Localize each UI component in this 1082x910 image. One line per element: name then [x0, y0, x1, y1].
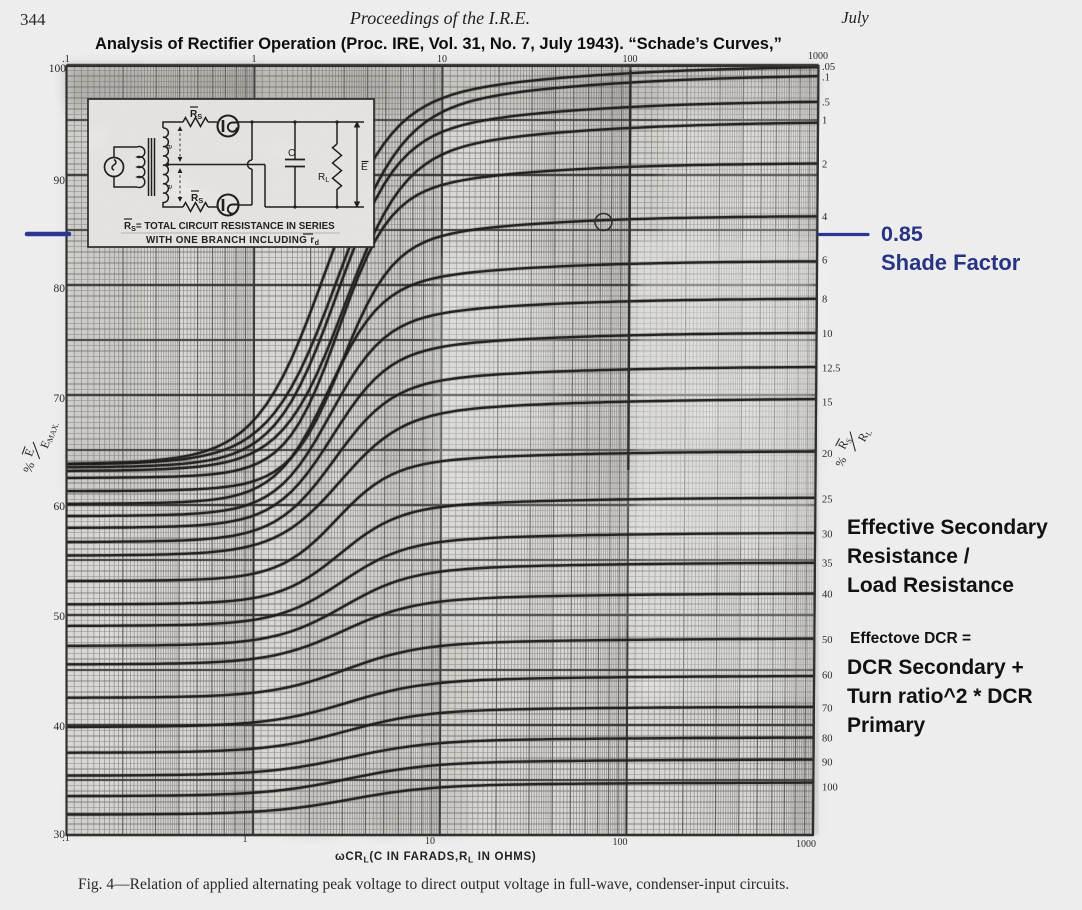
svg-text:Effectove DCR =: Effectove DCR = [850, 630, 971, 647]
svg-text:Shade Factor: Shade Factor [881, 250, 1021, 275]
svg-text:Analysis of Rectifier Operatio: Analysis of Rectifier Operation (Proc. I… [95, 35, 782, 53]
svg-text:0.85: 0.85 [881, 222, 923, 246]
svg-text:Primary: Primary [847, 714, 926, 737]
svg-text:DCR Secondary +: DCR Secondary + [847, 656, 1024, 679]
svg-text:344: 344 [20, 10, 46, 29]
svg-text:July: July [841, 8, 869, 27]
svg-text:Turn ratio^2 * DCR: Turn ratio^2 * DCR [847, 685, 1033, 708]
svg-text:Fig. 4—Relation of applied alt: Fig. 4—Relation of applied alternating p… [78, 876, 789, 893]
svg-text:Resistance /: Resistance / [847, 545, 970, 568]
svg-text:Load Resistance: Load Resistance [847, 574, 1014, 597]
svg-text:Proceedings of the I.R.E.: Proceedings of the I.R.E. [349, 8, 530, 28]
svg-text:Effective Secondary: Effective Secondary [847, 516, 1048, 539]
